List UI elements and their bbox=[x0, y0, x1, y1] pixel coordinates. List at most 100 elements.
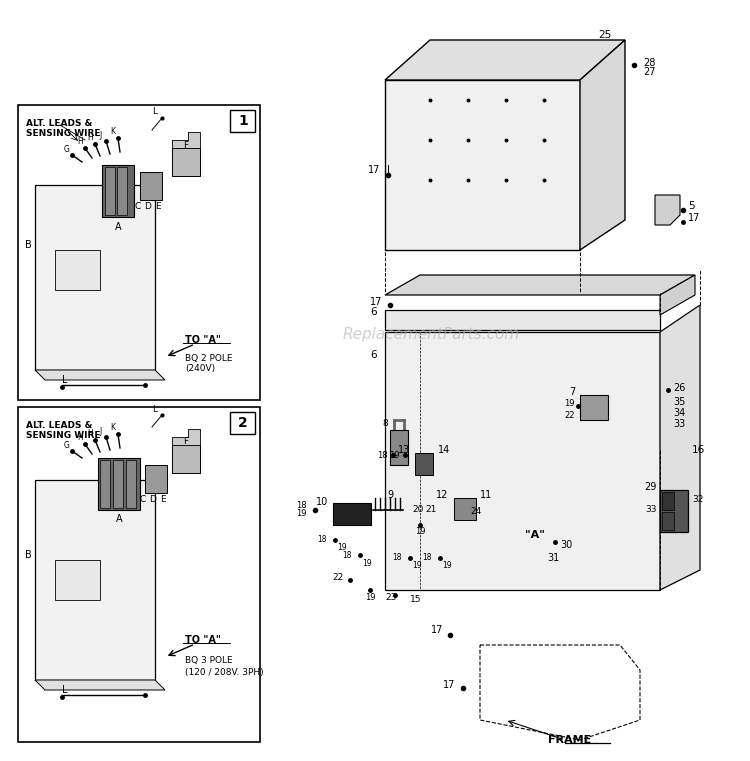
Text: 22: 22 bbox=[333, 574, 344, 582]
Bar bbox=[230, 110, 255, 132]
Text: 13: 13 bbox=[398, 445, 410, 455]
Text: H: H bbox=[87, 429, 93, 438]
Polygon shape bbox=[385, 40, 625, 80]
Text: B: B bbox=[25, 240, 32, 250]
Text: 17: 17 bbox=[442, 680, 455, 690]
Text: B: B bbox=[25, 550, 32, 560]
Text: 12: 12 bbox=[436, 490, 448, 500]
Polygon shape bbox=[660, 275, 695, 315]
Text: H: H bbox=[77, 434, 82, 442]
Text: 18: 18 bbox=[317, 536, 327, 545]
Text: 18: 18 bbox=[343, 550, 352, 559]
Bar bbox=[580, 395, 608, 420]
Text: G: G bbox=[64, 145, 70, 154]
Text: 19: 19 bbox=[296, 510, 307, 518]
Text: (120 / 208V. 3PH): (120 / 208V. 3PH) bbox=[185, 667, 264, 677]
Text: D: D bbox=[149, 495, 157, 504]
Text: ReplacementParts.com: ReplacementParts.com bbox=[343, 327, 520, 342]
Bar bbox=[454, 498, 476, 520]
Bar bbox=[660, 490, 688, 532]
Text: 8: 8 bbox=[382, 419, 388, 428]
Text: K: K bbox=[110, 424, 116, 432]
Polygon shape bbox=[35, 480, 155, 680]
Text: 26: 26 bbox=[673, 383, 686, 393]
Text: 18: 18 bbox=[422, 553, 432, 562]
Text: 19: 19 bbox=[412, 562, 422, 571]
Bar bbox=[126, 460, 136, 508]
Bar bbox=[140, 172, 162, 200]
Text: C: C bbox=[140, 495, 146, 504]
Text: (240V): (240V) bbox=[185, 364, 215, 372]
Bar bbox=[102, 165, 134, 217]
Text: 17: 17 bbox=[430, 625, 443, 635]
Text: 17: 17 bbox=[370, 297, 382, 307]
Text: 20: 20 bbox=[412, 505, 423, 514]
Text: 2: 2 bbox=[238, 416, 248, 430]
Text: BQ 3 POLE: BQ 3 POLE bbox=[185, 655, 232, 664]
Bar bbox=[415, 453, 433, 475]
Text: 19: 19 bbox=[362, 559, 372, 568]
Text: 19: 19 bbox=[415, 527, 425, 537]
Text: 34: 34 bbox=[673, 408, 686, 418]
Text: K: K bbox=[110, 128, 116, 136]
Text: L: L bbox=[152, 406, 157, 415]
Polygon shape bbox=[385, 80, 580, 250]
Bar bbox=[55, 250, 100, 290]
Text: 19: 19 bbox=[364, 594, 375, 603]
Polygon shape bbox=[172, 429, 200, 445]
Text: 5: 5 bbox=[688, 201, 694, 211]
Text: F: F bbox=[184, 141, 188, 149]
Text: 14: 14 bbox=[438, 445, 450, 455]
Polygon shape bbox=[385, 310, 660, 330]
Text: 19: 19 bbox=[337, 543, 346, 552]
Bar bbox=[55, 560, 100, 600]
Text: SENSING WIRE: SENSING WIRE bbox=[26, 431, 100, 440]
Polygon shape bbox=[35, 680, 165, 690]
Text: FRAME: FRAME bbox=[548, 735, 592, 745]
Text: 15: 15 bbox=[410, 596, 422, 604]
Text: H: H bbox=[87, 133, 93, 142]
Bar bbox=[333, 503, 371, 525]
Bar bbox=[145, 465, 167, 493]
Text: 25: 25 bbox=[598, 30, 612, 40]
Polygon shape bbox=[660, 305, 700, 590]
Bar bbox=[18, 407, 260, 742]
Polygon shape bbox=[35, 185, 155, 370]
Text: 18: 18 bbox=[377, 451, 388, 460]
Text: 33: 33 bbox=[673, 419, 686, 429]
Text: 21: 21 bbox=[425, 505, 436, 514]
Text: 17: 17 bbox=[368, 165, 380, 175]
Bar bbox=[105, 167, 115, 215]
Text: 6: 6 bbox=[370, 307, 377, 317]
Text: 11: 11 bbox=[480, 490, 492, 500]
Text: "A": "A" bbox=[525, 530, 545, 540]
Text: L: L bbox=[62, 685, 68, 695]
Text: SENSING WIRE: SENSING WIRE bbox=[26, 129, 100, 138]
Text: 23: 23 bbox=[385, 594, 396, 603]
Polygon shape bbox=[35, 370, 165, 380]
Text: 9: 9 bbox=[387, 490, 393, 500]
Text: E: E bbox=[160, 495, 166, 504]
Text: J: J bbox=[100, 426, 102, 435]
Text: TO "A": TO "A" bbox=[185, 635, 220, 645]
Text: BQ 2 POLE: BQ 2 POLE bbox=[185, 354, 232, 362]
Text: 27: 27 bbox=[643, 67, 656, 77]
Bar bbox=[18, 105, 260, 400]
Text: 35: 35 bbox=[673, 397, 686, 407]
Bar bbox=[172, 148, 200, 176]
Text: F: F bbox=[184, 437, 188, 445]
Text: 32: 32 bbox=[692, 495, 703, 505]
Text: TO "A": TO "A" bbox=[185, 335, 220, 345]
Text: 1: 1 bbox=[238, 114, 248, 128]
Text: 19: 19 bbox=[565, 400, 575, 409]
Text: L: L bbox=[62, 375, 68, 385]
Bar bbox=[98, 458, 140, 510]
Polygon shape bbox=[385, 275, 695, 295]
Text: E: E bbox=[155, 202, 160, 211]
Text: 30: 30 bbox=[560, 540, 572, 550]
Polygon shape bbox=[172, 132, 200, 148]
Text: 33: 33 bbox=[646, 505, 657, 514]
Text: 29: 29 bbox=[644, 482, 657, 492]
Text: 6: 6 bbox=[370, 350, 377, 360]
Text: ALT. LEADS &: ALT. LEADS & bbox=[26, 119, 92, 128]
